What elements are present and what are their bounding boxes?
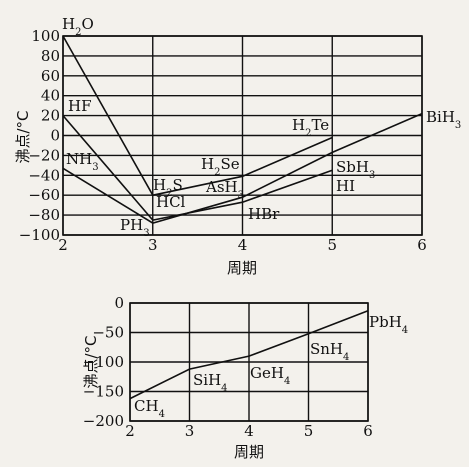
point-label: HF (68, 97, 92, 115)
x-tick-label: 5 (327, 236, 337, 254)
point-label: BiH3 (426, 108, 461, 131)
x-tick-label: 6 (363, 422, 373, 440)
y-tick-label: 100 (31, 27, 60, 45)
y-tick-label: −50 (92, 324, 124, 342)
point-label: H2S (153, 176, 183, 199)
x-axis-title: 周期 (227, 259, 257, 277)
y-tick-label: −100 (83, 353, 124, 371)
series-line-2 (62, 115, 333, 221)
x-tick-label: 4 (244, 422, 254, 440)
y-tick-label: −60 (28, 186, 60, 204)
plot-frame (129, 302, 369, 422)
y-tick-label: 20 (41, 107, 60, 125)
point-label: HCl (156, 193, 186, 211)
plot-frame (62, 35, 423, 236)
x-tick-label: 3 (185, 422, 195, 440)
x-tick-label: 6 (417, 236, 427, 254)
point-label: HBr (248, 205, 280, 223)
y-axis-title: 沸点/°C (14, 110, 32, 163)
point-label: AsH3 (205, 178, 244, 201)
point-label: SnH4 (310, 340, 349, 363)
point-label: SiH4 (193, 371, 228, 394)
x-tick-label: 2 (58, 236, 68, 254)
point-label: H2Se (201, 155, 240, 178)
y-tick-label: −40 (28, 166, 60, 184)
x-tick-label: 5 (304, 422, 314, 440)
y-tick-label: 60 (41, 67, 60, 85)
y-tick-label: 40 (41, 87, 60, 105)
point-label: CH4 (134, 397, 165, 420)
x-tick-label: 4 (238, 236, 248, 254)
y-tick-label: −150 (83, 383, 124, 401)
point-label: H2Te (292, 116, 329, 139)
x-axis-title: 周期 (234, 443, 264, 461)
series-line-3 (62, 112, 423, 224)
y-tick-label: 0 (50, 127, 60, 145)
y-axis-title: 沸点/°C (82, 335, 100, 388)
y-tick-label: −100 (19, 226, 60, 244)
point-label: SbH3 (336, 158, 375, 181)
x-tick-label: 2 (125, 422, 135, 440)
y-tick-label: −80 (28, 206, 60, 224)
point-label: H2O (62, 15, 94, 38)
point-label: PbH4 (369, 313, 408, 336)
y-tick-label: 80 (41, 47, 60, 65)
y-tick-label: −20 (28, 146, 60, 164)
series-line-1 (129, 309, 369, 400)
y-tick-label: −200 (83, 412, 124, 430)
y-tick-label: 0 (114, 294, 124, 312)
point-label: GeH4 (250, 364, 290, 387)
point-label: PH3 (120, 216, 150, 239)
series-line-1 (62, 35, 333, 197)
point-label: HI (336, 177, 355, 195)
x-tick-label: 3 (148, 236, 158, 254)
point-label: NH3 (66, 150, 99, 173)
